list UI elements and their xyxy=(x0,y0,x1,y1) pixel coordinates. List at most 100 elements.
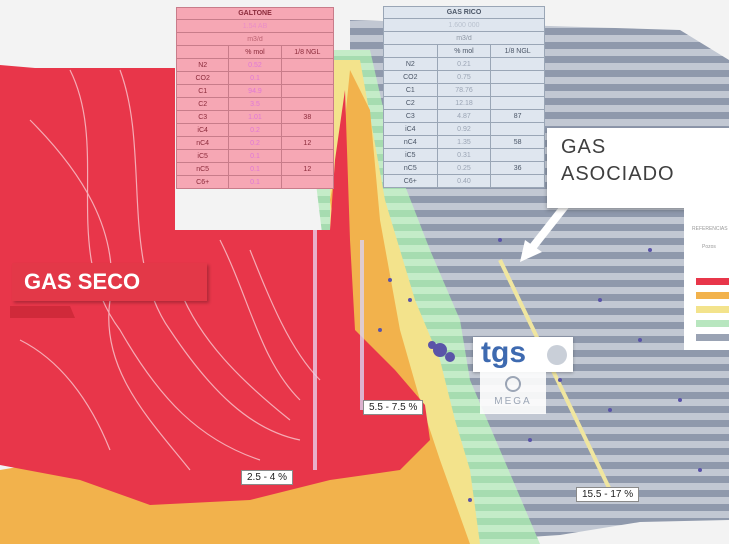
table-row: C3 4.87 87 xyxy=(383,109,545,123)
percent: 4.87 xyxy=(436,109,492,123)
table-row: N2 0.21 xyxy=(383,57,545,71)
table-row: CO2 0.75 xyxy=(383,70,545,84)
component: iC4 xyxy=(175,123,230,137)
percent: 94.9 xyxy=(228,84,282,98)
ngl xyxy=(490,148,545,162)
ngl xyxy=(280,175,335,189)
component: C1 xyxy=(383,83,438,97)
table-row: C6+ 0.1 xyxy=(175,175,335,189)
table-right-subtitle1: 1.600 000 xyxy=(383,18,545,32)
gas-asociado-label: GAS ASOCIADO xyxy=(547,128,729,208)
tgs-logo: tgs xyxy=(473,336,573,372)
ngl xyxy=(490,83,545,97)
component: CO2 xyxy=(175,71,230,85)
ngl xyxy=(280,149,335,163)
table-row: iC4 0.92 xyxy=(383,122,545,136)
component: C6+ xyxy=(175,175,230,189)
component: C1 xyxy=(175,84,230,98)
table-row: iC4 0.2 xyxy=(175,123,335,137)
range-label-low: 2.5 - 4 % xyxy=(241,470,294,485)
ngl xyxy=(490,70,545,84)
well-line-dots xyxy=(313,230,317,470)
table-row: iC5 0.1 xyxy=(175,149,335,163)
table-left-subtitle2: m3/d xyxy=(176,32,334,46)
ngl xyxy=(490,122,545,136)
percent: 1.35 xyxy=(436,135,492,149)
ngl: 36 xyxy=(490,161,545,175)
component: N2 xyxy=(383,57,438,71)
table-row: C1 78.76 xyxy=(383,83,545,97)
percent: 3.5 xyxy=(228,97,282,111)
composition-table-left: GALTONE 1.54 AB m3/d % mol 1/8 NGL N2 0.52… xyxy=(175,7,335,189)
percent: 0.52 xyxy=(228,58,282,72)
component: N2 xyxy=(175,58,230,72)
legend-title: REFERENCIAS xyxy=(692,226,728,232)
component: C2 xyxy=(175,97,230,111)
mega-logo-icon xyxy=(505,376,521,392)
percent: 0.1 xyxy=(228,175,282,189)
ngl: 12 xyxy=(280,136,335,150)
ngl xyxy=(280,71,335,85)
component: iC5 xyxy=(175,149,230,163)
table-left-title: GALTONE xyxy=(176,7,334,20)
table-row: C2 3.5 xyxy=(175,97,335,111)
percent: 0.1 xyxy=(228,71,282,85)
legend-swatch-green xyxy=(696,320,729,327)
composition-table-right: GAS RICO 1.600 000 m3/d % mol 1/8 NGL N2 0… xyxy=(383,6,545,188)
mega-logo: MEGA xyxy=(480,372,546,414)
percent: 78.76 xyxy=(436,83,492,97)
gas-seco-label: GAS SECO xyxy=(12,263,207,301)
legend-swatch-orange xyxy=(696,292,729,299)
percent: 0.75 xyxy=(436,70,492,84)
table-right-title: GAS RICO xyxy=(383,6,545,19)
component: C3 xyxy=(175,110,230,124)
component: C6+ xyxy=(383,174,438,188)
table-right-col-pct: % mol xyxy=(436,44,492,58)
legend-swatch-yellow xyxy=(696,306,729,313)
percent: 0.31 xyxy=(436,148,492,162)
range-label-mid: 5.5 - 7.5 % xyxy=(363,400,424,415)
table-row: nC5 0.25 36 xyxy=(383,161,545,175)
mega-logo-text: MEGA xyxy=(494,396,532,407)
component: C2 xyxy=(383,96,438,110)
percent: 12.18 xyxy=(436,96,492,110)
table-right-col-ngl: 1/8 NGL xyxy=(490,44,545,58)
table-row: C2 12.18 xyxy=(383,96,545,110)
legend-swatch-red xyxy=(696,278,729,285)
table-left-col-ngl: 1/8 NGL xyxy=(280,45,335,59)
percent: 0.2 xyxy=(228,123,282,137)
ngl: 12 xyxy=(280,162,335,176)
arrow-icon xyxy=(520,202,569,262)
legend-item: Pozos xyxy=(702,244,716,250)
component: nC5 xyxy=(175,162,230,176)
component: iC4 xyxy=(383,122,438,136)
ngl xyxy=(490,57,545,71)
ngl xyxy=(280,123,335,137)
section-line xyxy=(498,259,612,491)
table-left-col-pct: % mol xyxy=(228,45,282,59)
ngl xyxy=(280,97,335,111)
ngl xyxy=(280,58,335,72)
table-row: iC5 0.31 xyxy=(383,148,545,162)
percent: 1.01 xyxy=(228,110,282,124)
table-row: C6+ 0.40 xyxy=(383,174,545,188)
tgs-logo-text: tgs xyxy=(481,336,526,369)
percent: 0.92 xyxy=(436,122,492,136)
percent: 0.2 xyxy=(228,136,282,150)
table-row: C3 1.01 38 xyxy=(175,110,335,124)
component: nC5 xyxy=(383,161,438,175)
ngl: 87 xyxy=(490,109,545,123)
legend-swatch-gray xyxy=(696,334,729,341)
well-line-dots-right xyxy=(360,240,364,410)
tgs-logo-icon xyxy=(547,345,567,365)
component: nC4 xyxy=(383,135,438,149)
ngl xyxy=(490,96,545,110)
table-row: CO2 0.1 xyxy=(175,71,335,85)
ngl: 58 xyxy=(490,135,545,149)
gas-seco-zone xyxy=(0,65,430,505)
percent: 0.25 xyxy=(436,161,492,175)
component: nC4 xyxy=(175,136,230,150)
gas-seco-arrow-tail xyxy=(10,306,75,318)
range-label-high: 15.5 - 17 % xyxy=(576,487,640,502)
